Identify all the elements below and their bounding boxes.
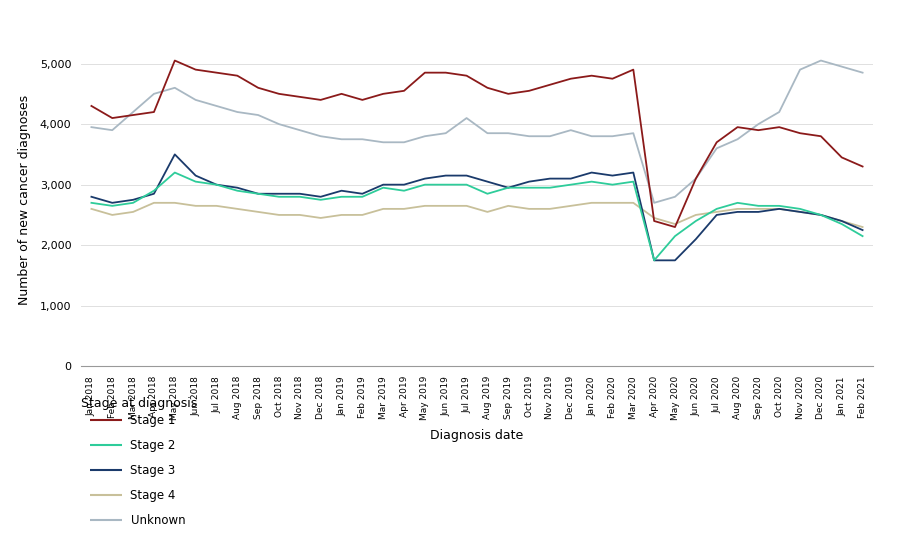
Text: Unknown: Unknown <box>130 513 185 527</box>
Text: Stage 2: Stage 2 <box>130 438 176 452</box>
Text: Stage 3: Stage 3 <box>130 463 176 477</box>
Text: Stage 4: Stage 4 <box>130 488 176 502</box>
Text: Stage at diagnosis: Stage at diagnosis <box>81 397 197 410</box>
Y-axis label: Number of new cancer diagnoses: Number of new cancer diagnoses <box>18 95 32 305</box>
Text: Stage 1: Stage 1 <box>130 413 176 427</box>
X-axis label: Diagnosis date: Diagnosis date <box>430 428 524 442</box>
